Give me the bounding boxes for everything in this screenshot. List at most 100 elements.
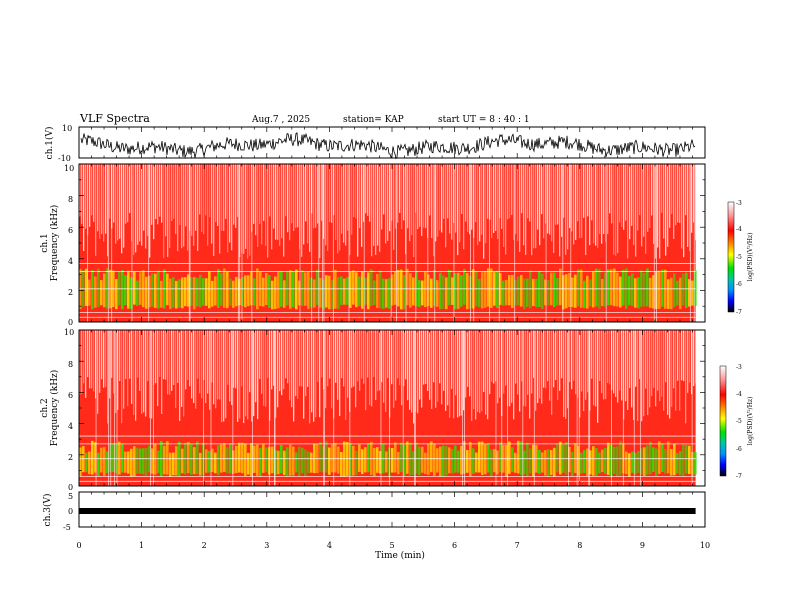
spectrogram-band-cell xyxy=(433,270,436,306)
spectrogram-speckle xyxy=(495,164,497,231)
spectrogram-band-cell xyxy=(673,443,676,476)
spectrogram-speckle xyxy=(191,164,193,236)
spectrogram-band-cell xyxy=(580,452,583,474)
spectrogram-speckle xyxy=(563,164,565,218)
spectrogram-speckle xyxy=(247,164,249,259)
spectrogram-speckle xyxy=(655,330,657,407)
spectrogram-speckle xyxy=(387,330,389,379)
spectrogram-speckle xyxy=(419,330,421,400)
spectrogram-speckle xyxy=(669,164,671,228)
spectrogram-speckle xyxy=(273,330,275,386)
spectrogram-speckle xyxy=(457,164,459,256)
spectrogram-speckle xyxy=(139,164,141,242)
spectrogram-speckle xyxy=(259,164,261,224)
spectrogram-speckle xyxy=(107,330,109,424)
spectrogram-speckle xyxy=(585,330,587,400)
spectrogram-band-cell xyxy=(439,446,442,477)
spectrogram-band-cell xyxy=(85,452,88,473)
spectrogram-band-cell xyxy=(568,273,571,307)
spectrogram-band-cell xyxy=(121,270,124,310)
spectrogram-speckle xyxy=(537,164,539,230)
spectrogram-speckle xyxy=(613,164,615,255)
spectrogram-speckle xyxy=(161,330,163,414)
spectrogram-speckle xyxy=(301,330,303,387)
spectrogram-speckle xyxy=(375,164,377,255)
spectrogram-speckle xyxy=(363,330,365,384)
spectrogram-speckle xyxy=(479,164,481,242)
spectrogram-band-cell xyxy=(565,274,568,309)
spectrogram-speckle xyxy=(343,330,345,387)
spectrogram-band-cell xyxy=(490,268,493,308)
spectrogram-speckle xyxy=(373,330,375,377)
spectrogram-speckle xyxy=(197,164,199,251)
spectrogram-speckle xyxy=(169,330,171,395)
spectrogram-speckle xyxy=(121,164,123,254)
spectrogram-band-cell xyxy=(172,277,175,308)
spectrogram-speckle xyxy=(141,330,143,414)
spectrogram-speckle xyxy=(593,164,595,244)
spectrogram-band-cell xyxy=(589,279,592,307)
spectrogram-speckle xyxy=(641,330,643,422)
spectrogram-speckle xyxy=(395,330,397,401)
spectrogram-speckle xyxy=(327,330,329,387)
spectrogram-speckle xyxy=(353,330,355,387)
spectrogram-band-cell xyxy=(256,444,259,476)
spectrogram-speckle xyxy=(115,164,117,244)
spectrogram-band-cell xyxy=(490,449,493,477)
spectrogram-speckle xyxy=(357,164,359,257)
spectrogram-speckle xyxy=(343,164,345,243)
spectrogram-band-cell xyxy=(442,445,445,477)
spectrogram-band-cell xyxy=(619,440,622,476)
spectrogram-speckle xyxy=(417,330,419,414)
spectrogram-speckle xyxy=(301,164,303,257)
spectrogram-speckle xyxy=(449,330,451,418)
spectrogram-speckle xyxy=(277,164,279,240)
spectrogram-speckle xyxy=(503,164,505,248)
spectrogram-speckle xyxy=(331,164,333,223)
spectrogram-speckle xyxy=(191,330,193,399)
spectrogram-speckle xyxy=(579,164,581,239)
spectrogram-speckle xyxy=(443,330,445,391)
spectrogram-speckle xyxy=(681,164,683,249)
spectrogram-speckle xyxy=(149,164,151,258)
spectrogram-speckle xyxy=(641,164,643,247)
spectrogram-speckle xyxy=(671,164,673,215)
spectrogram-speckle xyxy=(463,330,465,411)
spectrogram-speckle xyxy=(157,164,159,225)
spectrogram-speckle xyxy=(209,164,211,218)
spectrogram-band-cell xyxy=(166,441,169,475)
spectrogram-band-cell xyxy=(460,275,463,307)
spectrogram-speckle xyxy=(445,164,447,248)
spectrogram-speckle xyxy=(87,330,89,378)
x-tick-label: 10 xyxy=(700,541,710,550)
spectrogram-speckle xyxy=(249,330,251,393)
spectrogram-speckle xyxy=(357,330,359,382)
spectrogram-band-cell xyxy=(133,271,136,305)
spectrogram-band-cell xyxy=(508,441,511,474)
spectrogram-speckle xyxy=(85,330,87,398)
spectrogram-speckle xyxy=(627,164,629,259)
spectrogram-band-cell xyxy=(397,451,400,475)
spectrogram-speckle xyxy=(693,164,695,223)
spectrogram-speckle xyxy=(471,330,473,421)
spectrogram-speckle xyxy=(643,330,645,417)
spectrogram-speckle xyxy=(561,330,563,379)
spectrogram-speckle xyxy=(581,164,583,238)
spectrogram-band-cell xyxy=(511,447,514,472)
spectrogram-speckle xyxy=(441,164,443,233)
spectrogram-band-cell xyxy=(421,280,424,306)
spectrogram-speckle xyxy=(281,330,283,396)
spectrogram-speckle xyxy=(355,330,357,408)
spectrogram-band-cell xyxy=(286,271,289,306)
spectrogram-speckle xyxy=(551,164,553,242)
spectrogram-band-cell xyxy=(424,452,427,475)
spectrogram-speckle xyxy=(553,164,555,253)
spectrogram-band-cell xyxy=(232,450,235,474)
spectrogram-speckle xyxy=(547,164,549,234)
ch1-ytick-6: 6 xyxy=(68,226,73,235)
spectrogram-band-cell xyxy=(604,447,607,474)
spectrogram-speckle xyxy=(117,330,119,411)
spectrogram-band-cell xyxy=(604,272,607,307)
spectrogram-band-cell xyxy=(196,441,199,475)
spectrogram-speckle xyxy=(435,330,437,408)
